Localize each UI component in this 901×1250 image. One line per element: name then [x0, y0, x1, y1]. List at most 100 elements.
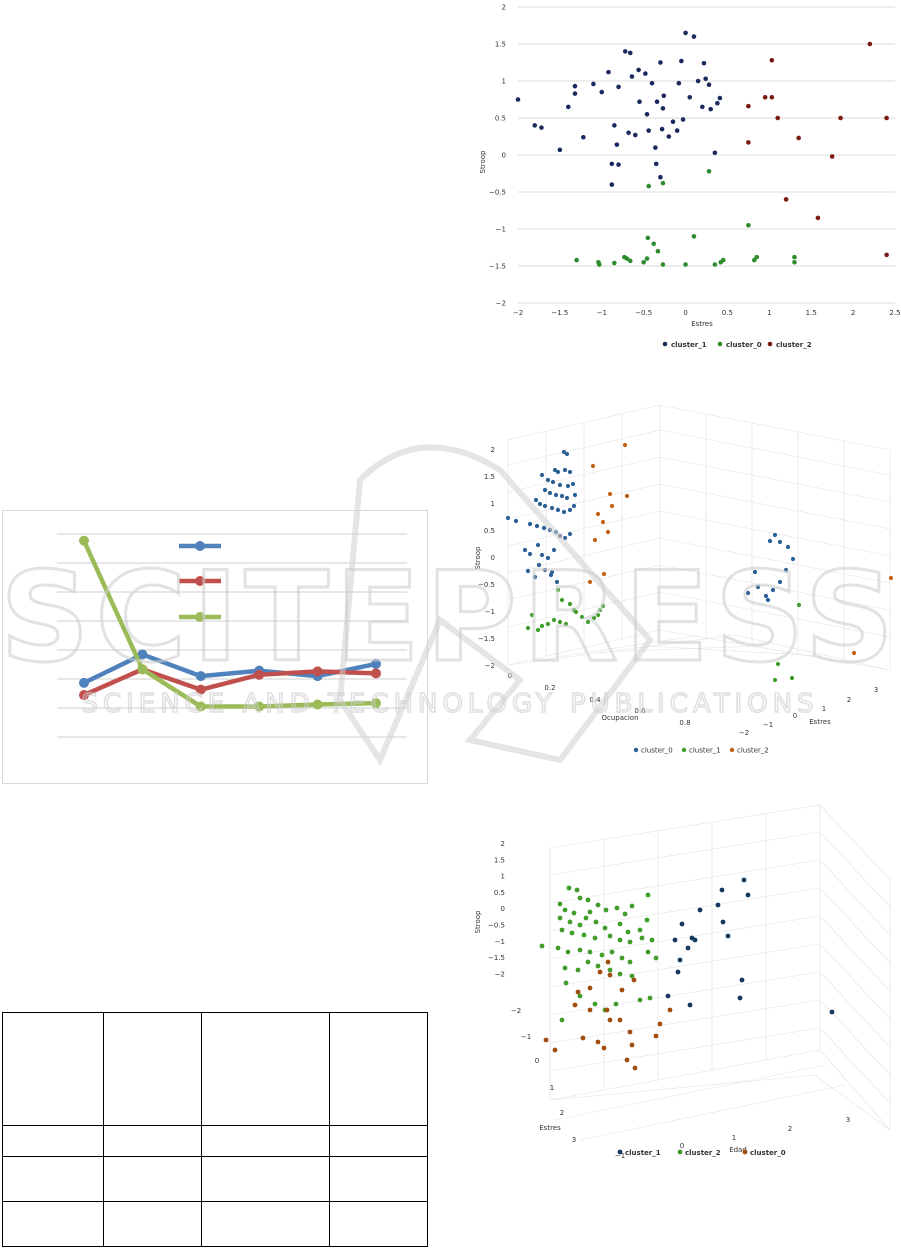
- data-point-cluster_0: [706, 168, 712, 174]
- data-point-cluster_2: [815, 215, 821, 221]
- data-point-cluster_0: [542, 487, 548, 493]
- data-point-cluster_2: [838, 115, 843, 121]
- data-point-cluster_0: [754, 254, 760, 260]
- data-point-cluster_2: [783, 197, 789, 202]
- y-tick-label: 1: [502, 78, 506, 86]
- data-point-cluster_2: [565, 949, 571, 955]
- table-cell: [329, 1012, 428, 1126]
- data-point-cluster_0: [551, 547, 557, 553]
- data-point-cluster_2: [607, 491, 613, 497]
- data-point-cluster_1: [563, 621, 569, 627]
- data-point-cluster_2: [769, 94, 775, 100]
- data-point-cluster_0: [553, 492, 559, 498]
- data-point-cluster_2: [569, 930, 575, 936]
- data-point-cluster_1: [829, 1009, 835, 1015]
- scatter-points: [539, 877, 835, 1071]
- data-point-cluster_2: [587, 909, 593, 915]
- data-point-cluster_0: [552, 1047, 558, 1053]
- x-tick-label: 0.5: [722, 309, 733, 317]
- data-point-cluster_1: [775, 661, 781, 667]
- data-point-cluster_1: [675, 969, 681, 975]
- table-cell: [2, 1012, 104, 1126]
- data-point-cluster_0: [770, 587, 776, 593]
- z-tick-label: 0: [501, 905, 505, 913]
- data-point-cluster_1: [772, 677, 778, 683]
- data-point-cluster_1: [529, 612, 535, 618]
- data-point-cluster_1: [599, 89, 605, 95]
- legend-label: cluster_0: [641, 747, 673, 755]
- data-point-cluster_1: [557, 147, 563, 153]
- data-point-cluster_1: [659, 126, 665, 132]
- table-cell: [329, 1156, 428, 1202]
- chart-border: [2, 510, 428, 784]
- y-tick-label: −2: [739, 729, 749, 737]
- data-point-cluster_0: [549, 505, 555, 511]
- data-point-cluster_0: [535, 542, 541, 548]
- x-tick-labels: −2 −1.5 −1 −0.5 0 0.5 1 1.5 2 2.5: [513, 309, 901, 317]
- x-tick-label: 1: [550, 1084, 554, 1092]
- data-point-cluster_2: [581, 932, 587, 938]
- z-tick-label: 0.5: [494, 889, 505, 897]
- data-point-cluster_2: [577, 922, 583, 928]
- data-point-cluster_1: [685, 945, 691, 951]
- data-point-cluster_2: [653, 955, 659, 961]
- data-point-cluster_1: [572, 83, 578, 89]
- table-cell: [103, 1012, 202, 1126]
- data-point-cluster_0: [624, 256, 630, 261]
- data-point-cluster_0: [631, 977, 637, 983]
- data-point-cluster_1: [579, 614, 585, 620]
- z-tick-label: 2: [491, 446, 495, 454]
- data-point-cluster_1: [715, 902, 721, 908]
- data-point-cluster_1: [539, 125, 544, 130]
- data-point-cluster_1: [695, 78, 701, 84]
- z-axis-label: Stroop: [474, 910, 482, 933]
- data-point-cluster_1: [687, 1002, 693, 1008]
- x-tick-label: 1: [767, 309, 771, 317]
- data-point-cluster_0: [646, 183, 651, 189]
- legend-marker: [617, 1149, 623, 1155]
- data-point-cluster_1: [555, 587, 561, 593]
- data-point-cluster_0: [575, 989, 581, 995]
- data-point-cluster_0: [596, 262, 602, 267]
- legend-marker: [633, 747, 639, 753]
- data-point-cluster_0: [763, 593, 769, 599]
- data-point-cluster_0: [561, 509, 567, 515]
- data-point-cluster_1: [629, 74, 635, 79]
- data-point-cluster_2: [595, 902, 601, 908]
- y-tick-label: 1.5: [495, 41, 506, 49]
- data-point-cluster_0: [571, 503, 577, 509]
- data-point-cluster_0: [752, 569, 758, 575]
- data-point-cluster_2: [592, 1001, 598, 1007]
- data-point-cluster_2: [605, 529, 611, 535]
- data-point-cluster_0: [712, 262, 718, 267]
- data-point-cluster_1: [595, 612, 601, 618]
- series-point: [254, 669, 265, 680]
- data-point-cluster_2: [829, 154, 835, 159]
- y-tick-labels: 2 1.5 1 0.5 0 −0.5 −1 −1.5 −2: [489, 4, 506, 308]
- data-point-cluster_2: [559, 927, 565, 933]
- data-point-cluster_0: [547, 490, 553, 496]
- data-point-cluster_1: [789, 675, 795, 681]
- data-point-cluster_0: [587, 985, 593, 991]
- series-point: [195, 701, 206, 712]
- data-point-cluster_2: [585, 897, 591, 903]
- legend-marker: [717, 341, 723, 347]
- data-point-cluster_0: [667, 1007, 673, 1013]
- data-point-cluster_1: [637, 99, 642, 105]
- x-tick-label: −2: [513, 309, 523, 317]
- data-point-cluster_0: [767, 538, 773, 544]
- data-point-cluster_1: [717, 95, 723, 101]
- data-point-cluster_0: [619, 987, 625, 993]
- data-point-cluster_1: [665, 993, 671, 999]
- data-point-cluster_0: [543, 1037, 549, 1043]
- line-series: [79, 535, 381, 712]
- y-tick-label: 3: [874, 686, 878, 694]
- data-point-cluster_1: [703, 76, 708, 82]
- data-point-cluster_0: [513, 518, 519, 524]
- x-tick-label: 1.5: [806, 309, 817, 317]
- data-point-cluster_0: [522, 547, 528, 553]
- data-point-cluster_0: [570, 481, 576, 487]
- series-point: [137, 649, 148, 660]
- y-tick-label: −1.5: [489, 263, 506, 271]
- data-point-cluster_1: [565, 104, 571, 110]
